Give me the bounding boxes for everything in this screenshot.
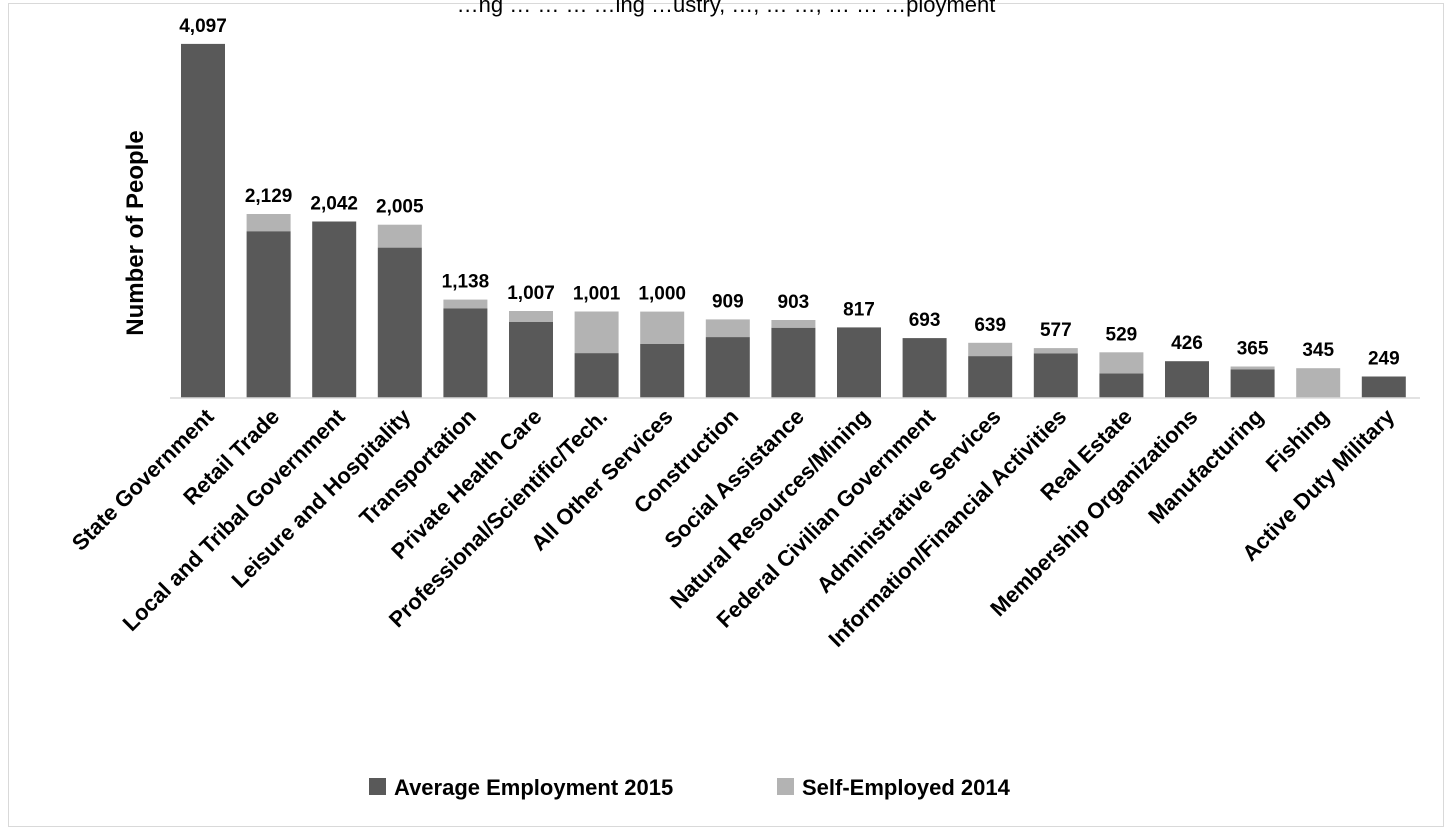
legend-label-average-employment: Average Employment 2015 [394,775,673,800]
total-label-all-other-services: 1,000 [638,284,686,305]
category-label-transportation: Transportation [354,404,481,531]
bar-leisure-and-hospitality-self-employed [377,224,422,248]
bar-membership-organizations-average-employment [1165,361,1209,398]
bar-transportation-self-employed [443,299,488,309]
legend-swatch-self-employed [777,778,794,795]
bar-local-and-tribal-government-average-employment [312,221,357,398]
chart-frame [8,3,1444,827]
bar-construction-average-employment [705,337,750,398]
bar-all-other-services-self-employed [640,311,685,344]
total-label-social-assistance: 903 [778,292,810,313]
total-label-state-government: 4,097 [179,16,227,37]
total-labels-group: 4,097 2,129 2,042 2,005 1,138 1,007 1,001 1,000… [179,16,1399,370]
bar-information-financial-activities-average-employment [1033,353,1078,398]
chart-title: …ng … … … …ing …ustry, …, … …, … … …ploy… [456,0,996,17]
legend-label-self-employed: Self-Employed 2014 [802,775,1011,800]
bar-professional-scientific-tech-self-employed [574,311,619,354]
total-label-professional-scientific-tech: 1,001 [573,284,621,305]
bars-group [181,43,1406,399]
bar-fishing-self-employed [1296,368,1341,398]
total-label-retail-trade: 2,129 [245,186,293,207]
total-label-information-financial-activities: 577 [1040,320,1072,341]
total-label-natural-resources-mining: 817 [843,299,875,320]
bar-administrative-services-self-employed [968,342,1013,357]
bar-social-assistance-average-employment [771,327,816,398]
total-label-transportation: 1,138 [442,272,490,293]
total-label-active-duty-military: 249 [1368,349,1400,370]
total-label-leisure-and-hospitality: 2,005 [376,197,424,218]
bar-social-assistance-self-employed [771,320,816,328]
total-label-administrative-services: 639 [974,315,1006,336]
total-label-fishing: 345 [1302,340,1334,361]
y-axis-label: Number of People [122,130,149,335]
total-label-private-health-care: 1,007 [507,283,555,304]
legend-swatch-average-employment [369,778,386,795]
bar-real-estate-self-employed [1099,352,1144,374]
bar-federal-civilian-government-average-employment [902,338,947,398]
bar-real-estate-average-employment [1099,373,1144,398]
bar-state-government-average-employment [181,43,225,399]
bar-administrative-services-average-employment [968,356,1013,398]
bar-retail-trade-average-employment [246,231,291,398]
bar-natural-resources-mining-average-employment [837,327,881,398]
bar-all-other-services-average-employment [640,344,685,398]
bar-private-health-care-average-employment [509,321,553,398]
total-label-local-and-tribal-government: 2,042 [310,194,358,215]
bar-transportation-average-employment [443,308,488,398]
bar-professional-scientific-tech-average-employment [574,353,619,398]
bar-leisure-and-hospitality-average-employment [377,247,422,398]
total-label-manufacturing: 365 [1237,339,1269,360]
category-label-information-financial-activities: Information/Financial Activities [823,404,1071,652]
legend: Average Employment 2015 Self-Employed 20… [369,775,1011,800]
bar-active-duty-military-average-employment [1361,376,1406,398]
bar-private-health-care-self-employed [509,311,553,322]
total-label-membership-organizations: 426 [1171,333,1203,354]
total-label-construction: 909 [712,291,744,312]
total-label-real-estate: 529 [1106,324,1138,345]
total-label-federal-civilian-government: 693 [909,310,941,331]
bar-retail-trade-self-employed [246,214,291,232]
bar-manufacturing-average-employment [1230,369,1275,398]
bar-manufacturing-self-employed [1230,366,1275,370]
bar-construction-self-employed [705,319,750,337]
bar-information-financial-activities-self-employed [1033,348,1078,354]
category-label-manufacturing: Manufacturing [1143,404,1268,529]
